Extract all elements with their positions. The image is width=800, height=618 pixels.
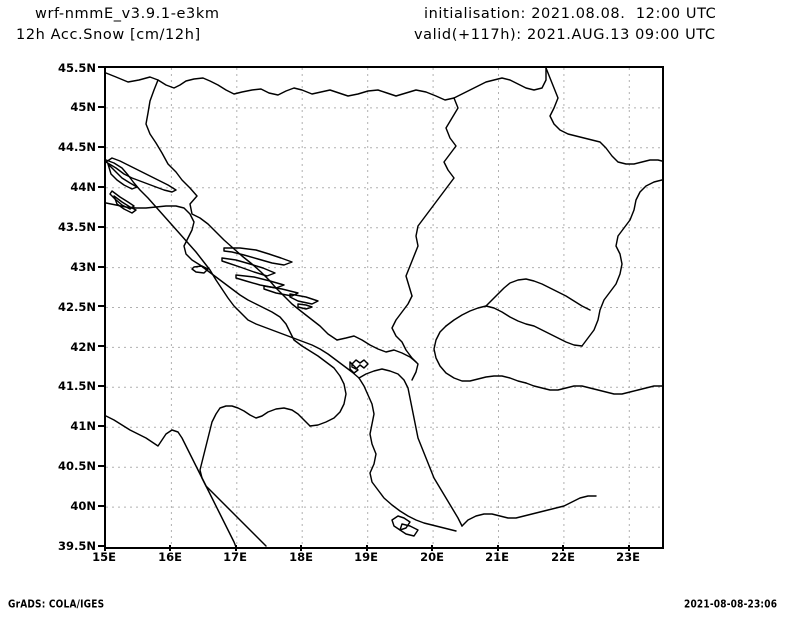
y-tick-mark	[98, 345, 104, 347]
x-tick-label: 22E	[551, 550, 575, 564]
x-tick-mark	[104, 545, 106, 551]
y-tick-label: 39.5N	[58, 539, 96, 553]
x-tick-mark	[497, 545, 499, 551]
y-tick-label: 40.5N	[58, 459, 96, 473]
x-tick-label: 23E	[616, 550, 640, 564]
graticule-gridlines	[106, 68, 662, 547]
y-tick-label: 41N	[70, 419, 96, 433]
y-tick-mark	[98, 305, 104, 307]
x-tick-mark	[366, 545, 368, 551]
y-tick-label: 41.5N	[58, 379, 96, 393]
header: wrf-nmmE_v3.9.1-e3km 12h Acc.Snow [cm/12…	[0, 0, 800, 56]
model-name-label: wrf-nmmE_v3.9.1-e3km	[35, 6, 220, 22]
y-tick-mark	[98, 106, 104, 108]
y-tick-label: 43N	[70, 260, 96, 274]
generation-timestamp-label: 2021-08-08-23:06	[684, 599, 778, 611]
x-tick-mark	[235, 545, 237, 551]
x-tick-label: 20E	[420, 550, 444, 564]
field-name-label: 12h Acc.Snow [cm/12h]	[16, 27, 201, 43]
x-tick-mark	[431, 545, 433, 551]
y-tick-label: 45N	[70, 100, 96, 114]
y-tick-label: 44.5N	[58, 140, 96, 154]
grads-attribution-label: GrADS: COLA/IGES	[8, 599, 105, 611]
y-tick-mark	[98, 385, 104, 387]
initialisation-time-label: initialisation: 2021.08.08. 12:00 UTC	[424, 6, 717, 22]
y-tick-mark	[98, 186, 104, 188]
y-tick-mark	[98, 66, 104, 68]
x-tick-label: 18E	[289, 550, 313, 564]
y-tick-mark	[98, 146, 104, 148]
y-tick-mark	[98, 266, 104, 268]
x-tick-mark	[300, 545, 302, 551]
y-tick-mark	[98, 465, 104, 467]
y-tick-mark	[98, 545, 104, 547]
y-tick-mark	[98, 425, 104, 427]
x-tick-mark	[169, 545, 171, 551]
y-tick-mark	[98, 226, 104, 228]
x-tick-label: 17E	[223, 550, 247, 564]
y-tick-label: 42N	[70, 340, 96, 354]
map-canvas	[106, 68, 662, 547]
valid-time-label: valid(+117h): 2021.AUG.13 09:00 UTC	[414, 27, 716, 43]
x-tick-label: 16E	[158, 550, 182, 564]
y-tick-label: 44N	[70, 180, 96, 194]
x-tick-label: 15E	[92, 550, 116, 564]
x-tick-mark	[562, 545, 564, 551]
coastline-and-border-paths	[106, 68, 662, 547]
y-tick-mark	[98, 505, 104, 507]
y-tick-label: 42.5N	[58, 300, 96, 314]
y-tick-label: 45.5N	[58, 61, 96, 75]
x-tick-label: 21E	[485, 550, 509, 564]
y-tick-label: 40N	[70, 499, 96, 513]
x-tick-mark	[628, 545, 630, 551]
map-plot-area	[104, 66, 664, 549]
x-tick-label: 19E	[354, 550, 378, 564]
y-tick-label: 43.5N	[58, 220, 96, 234]
